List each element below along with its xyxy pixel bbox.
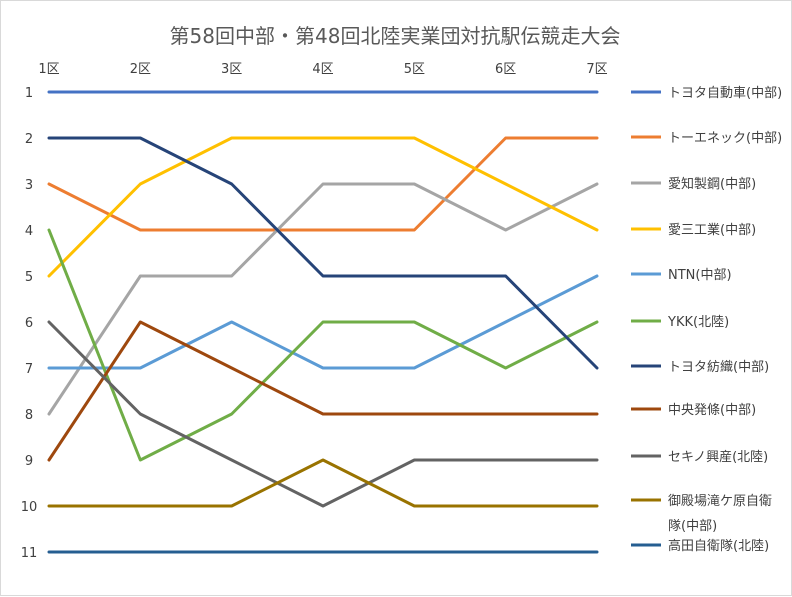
x-tick-label: 5区 <box>404 62 425 77</box>
y-tick-label: 11 <box>21 546 38 561</box>
y-tick-label: 2 <box>25 132 33 147</box>
series-line-4 <box>47 274 599 370</box>
legend: トヨタ自動車(中部) トーエネック(中部) 愛知製鋼(中部) 愛三工業(中部) NTN(… <box>631 86 782 554</box>
legend-label: 隊(中部) <box>668 518 717 534</box>
x-tick-label: 4区 <box>312 62 333 77</box>
series-line-3 <box>47 136 599 278</box>
y-tick-label: 5 <box>25 270 33 285</box>
y-tick-label: 7 <box>25 362 33 377</box>
legend-label: トヨタ自動車(中部) <box>668 86 782 101</box>
x-tick-label: 1区 <box>38 62 59 77</box>
y-tick-label: 10 <box>21 500 38 515</box>
legend-label: 御殿場滝ケ原自衛 <box>668 494 772 509</box>
x-tick-label: 3区 <box>221 62 242 77</box>
legend-label: トヨタ紡織(中部) <box>668 360 769 375</box>
legend-label: トーエネック(中部) <box>668 131 782 146</box>
series-line-8 <box>47 320 599 508</box>
legend-label: 愛知製鋼(中部) <box>668 176 756 192</box>
x-tick-label: 7区 <box>586 62 607 77</box>
legend-label: YKK(北陸) <box>667 314 729 330</box>
series-line-9 <box>47 458 599 508</box>
y-tick-label: 4 <box>25 224 33 239</box>
series-line-1 <box>47 136 599 232</box>
y-tick-label: 6 <box>25 316 33 331</box>
y-tick-label: 8 <box>25 408 33 423</box>
chart-title: 第58回中部・第48回北陸実業団対抗駅伝競走大会 <box>170 24 621 48</box>
legend-label: 中央発條(中部) <box>668 403 756 418</box>
x-tick-label: 6区 <box>495 62 516 77</box>
series-line-7 <box>47 320 599 462</box>
legend-label: セキノ興産(北陸) <box>668 449 768 465</box>
y-tick-label: 1 <box>25 86 33 101</box>
x-tick-label: 2区 <box>130 62 151 77</box>
series-lines <box>47 90 599 554</box>
y-tick-label: 3 <box>25 178 33 193</box>
legend-label: 高田自衛隊(北陸) <box>668 538 769 554</box>
x-axis-ticks: 1区 2区 3区 4区 5区 6区 7区 <box>38 62 607 77</box>
y-axis-ticks: 1 2 3 4 5 6 7 8 9 10 11 <box>21 86 38 561</box>
series-line-5 <box>47 228 599 462</box>
legend-label: NTN(中部) <box>668 268 732 283</box>
series-line-6 <box>47 136 599 370</box>
y-tick-label: 9 <box>25 454 33 469</box>
legend-label: 愛三工業(中部) <box>668 222 756 238</box>
series-line-2 <box>47 182 599 416</box>
